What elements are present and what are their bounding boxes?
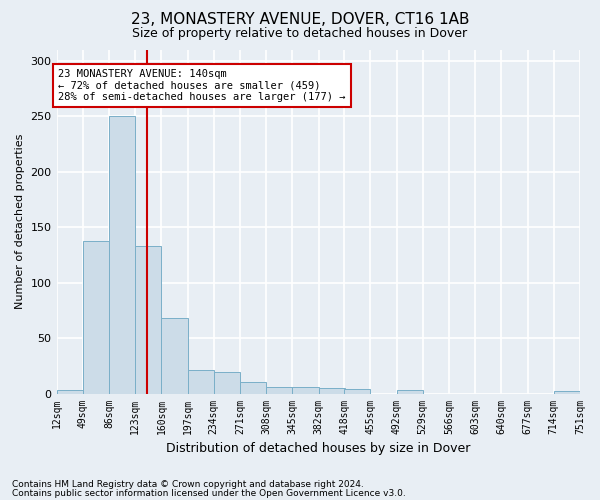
Bar <box>188 370 214 394</box>
X-axis label: Distribution of detached houses by size in Dover: Distribution of detached houses by size … <box>166 442 470 455</box>
Bar <box>266 387 292 394</box>
Text: Contains public sector information licensed under the Open Government Licence v3: Contains public sector information licen… <box>12 488 406 498</box>
Bar <box>240 382 266 394</box>
Text: 23, MONASTERY AVENUE, DOVER, CT16 1AB: 23, MONASTERY AVENUE, DOVER, CT16 1AB <box>131 12 469 28</box>
Bar <box>397 390 423 394</box>
Y-axis label: Number of detached properties: Number of detached properties <box>15 134 25 310</box>
Text: 23 MONASTERY AVENUE: 140sqm
← 72% of detached houses are smaller (459)
28% of se: 23 MONASTERY AVENUE: 140sqm ← 72% of det… <box>58 69 346 102</box>
Bar <box>554 392 580 394</box>
Bar <box>135 246 161 394</box>
Bar <box>161 318 188 394</box>
Bar <box>344 389 370 394</box>
Bar <box>214 372 240 394</box>
Bar <box>83 240 109 394</box>
Bar <box>109 116 135 394</box>
Bar <box>319 388 345 394</box>
Text: Contains HM Land Registry data © Crown copyright and database right 2024.: Contains HM Land Registry data © Crown c… <box>12 480 364 489</box>
Text: Size of property relative to detached houses in Dover: Size of property relative to detached ho… <box>133 28 467 40</box>
Bar <box>292 387 319 394</box>
Bar <box>56 390 83 394</box>
